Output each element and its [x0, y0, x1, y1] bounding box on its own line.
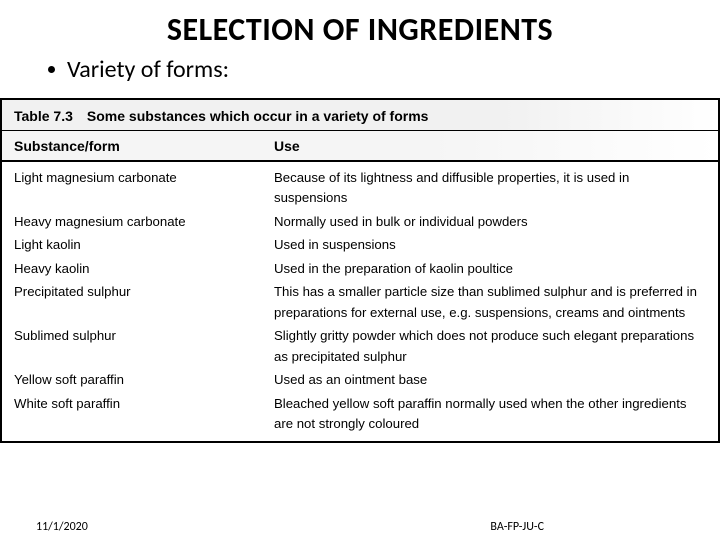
footer-code: BA-FP-JU-C [490, 520, 544, 534]
cell-substance: Heavy kaolin [14, 259, 274, 279]
cell-substance: Yellow soft paraffin [14, 370, 274, 390]
table-row: Light kaolin Used in suspensions [14, 235, 706, 255]
cell-use: Used in suspensions [274, 235, 706, 255]
page-title: SELECTION OF INGREDIENTS [0, 0, 720, 55]
cell-use: Because of its lightness and diffusible … [274, 168, 706, 209]
cell-substance: White soft paraffin [14, 394, 274, 414]
subtitle-text: Variety of forms: [67, 55, 229, 84]
cell-substance: Sublimed sulphur [14, 326, 274, 346]
column-header-use: Use [274, 138, 706, 154]
cell-use: Normally used in bulk or individual powd… [274, 212, 706, 232]
table-caption-text: Some substances which occur in a variety… [87, 108, 429, 124]
cell-use: Bleached yellow soft paraffin normally u… [274, 394, 706, 435]
cell-use: This has a smaller particle size than su… [274, 282, 706, 323]
bullet-icon [48, 66, 55, 73]
table-header-row: Substance/form Use [2, 131, 718, 162]
table-body: Light magnesium carbonate Because of its… [2, 162, 718, 441]
table-row: Heavy kaolin Used in the preparation of … [14, 259, 706, 279]
cell-use: Used as an ointment base [274, 370, 706, 390]
table-number: Table 7.3 [14, 108, 73, 124]
subtitle-row: Variety of forms: [0, 55, 720, 84]
cell-use: Used in the preparation of kaolin poulti… [274, 259, 706, 279]
table-row: Sublimed sulphur Slightly gritty powder … [14, 326, 706, 367]
table-row: Heavy magnesium carbonate Normally used … [14, 212, 706, 232]
footer: 11/1/2020 BA-FP-JU-C [0, 520, 720, 534]
column-header-substance: Substance/form [14, 138, 274, 154]
table-caption: Table 7.3 Some substances which occur in … [2, 100, 718, 131]
cell-use: Slightly gritty powder which does not pr… [274, 326, 706, 367]
cell-substance: Heavy magnesium carbonate [14, 212, 274, 232]
cell-substance: Light kaolin [14, 235, 274, 255]
table-row: Precipitated sulphur This has a smaller … [14, 282, 706, 323]
table-row: Yellow soft paraffin Used as an ointment… [14, 370, 706, 390]
footer-date: 11/1/2020 [36, 520, 88, 534]
table-row: Light magnesium carbonate Because of its… [14, 168, 706, 209]
table-7-3: Table 7.3 Some substances which occur in … [0, 98, 720, 443]
cell-substance: Precipitated sulphur [14, 282, 274, 302]
cell-substance: Light magnesium carbonate [14, 168, 274, 188]
table-row: White soft paraffin Bleached yellow soft… [14, 394, 706, 435]
